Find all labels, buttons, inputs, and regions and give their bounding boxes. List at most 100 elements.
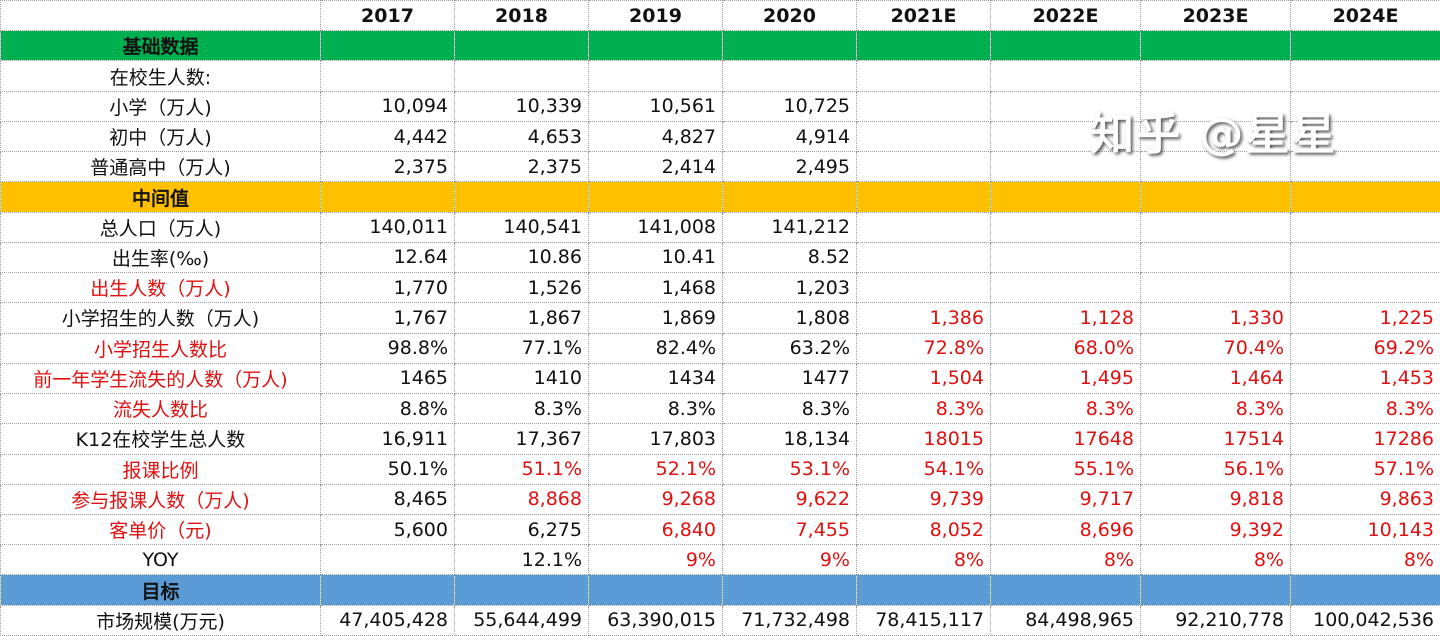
data-cell[interactable] [588,30,723,62]
data-cell[interactable]: 1,468 [588,272,723,304]
data-cell[interactable] [990,90,1141,122]
row-label[interactable]: 小学招生的人数（万人) [0,302,321,334]
data-cell[interactable] [1290,574,1440,606]
data-cell[interactable]: 1410 [454,362,589,395]
data-cell[interactable] [990,211,1141,243]
column-header[interactable]: 2020 [722,0,857,32]
data-cell[interactable] [320,30,455,62]
data-cell[interactable] [722,30,857,62]
data-cell[interactable] [1290,211,1440,243]
data-cell[interactable]: 17,803 [588,423,723,455]
data-cell[interactable]: 70.4% [1140,332,1291,364]
data-cell[interactable] [1290,181,1440,213]
data-cell[interactable]: 8.3% [990,393,1141,425]
data-cell[interactable]: 4,827 [588,120,723,153]
data-cell[interactable]: 2,495 [722,151,857,183]
column-header[interactable]: 2021E [856,0,991,32]
row-label[interactable]: 前一年学生流失的人数（万人) [0,362,321,395]
data-cell[interactable]: 8% [1290,544,1440,576]
data-cell[interactable] [1140,241,1291,274]
data-cell[interactable] [1290,151,1440,183]
data-cell[interactable] [320,181,455,213]
data-cell[interactable]: 1,526 [454,272,589,304]
data-cell[interactable]: 100,042,536 [1290,604,1440,636]
data-cell[interactable]: 17,367 [454,423,589,455]
data-cell[interactable] [990,60,1141,92]
data-cell[interactable]: 141,008 [588,211,723,243]
data-cell[interactable] [856,90,991,122]
data-cell[interactable]: 1,770 [320,272,455,304]
data-cell[interactable]: 8.8% [320,393,455,425]
data-cell[interactable] [722,574,857,606]
data-cell[interactable]: 7,455 [722,513,857,546]
data-cell[interactable] [856,272,991,304]
data-cell[interactable]: 12.64 [320,241,455,274]
data-cell[interactable]: 8.3% [588,393,723,425]
data-cell[interactable]: 2,375 [454,151,589,183]
row-label[interactable]: 报课比例 [0,453,321,485]
corner-cell[interactable] [0,0,321,32]
data-cell[interactable] [990,151,1141,183]
data-cell[interactable] [856,181,991,213]
row-label[interactable]: 客单价（元) [0,513,321,546]
row-label[interactable]: 流失人数比 [0,393,321,425]
data-cell[interactable]: 57.1% [1290,453,1440,485]
data-cell[interactable]: 8,465 [320,483,455,515]
data-cell[interactable]: 71,732,498 [722,604,857,636]
data-cell[interactable] [856,151,991,183]
column-header[interactable]: 2022E [990,0,1141,32]
data-cell[interactable] [1290,120,1440,153]
row-label[interactable]: 小学招生人数比 [0,332,321,364]
data-cell[interactable]: 4,653 [454,120,589,153]
data-cell[interactable] [1290,272,1440,304]
data-cell[interactable]: 9,863 [1290,483,1440,515]
data-cell[interactable]: 18,134 [722,423,857,455]
data-cell[interactable]: 8,052 [856,513,991,546]
data-cell[interactable]: 17514 [1140,423,1291,455]
data-cell[interactable]: 51.1% [454,453,589,485]
data-cell[interactable]: 1,867 [454,302,589,334]
column-header[interactable]: 2024E [1290,0,1440,32]
column-header[interactable]: 2019 [588,0,723,32]
data-cell[interactable]: 69.2% [1290,332,1440,364]
data-cell[interactable] [856,211,991,243]
data-cell[interactable]: 2,414 [588,151,723,183]
data-cell[interactable]: 56.1% [1140,453,1291,485]
data-cell[interactable]: 10,094 [320,90,455,122]
data-cell[interactable]: 10,561 [588,90,723,122]
data-cell[interactable]: 53.1% [722,453,857,485]
data-cell[interactable] [1290,90,1440,122]
data-cell[interactable]: 55.1% [990,453,1141,485]
data-cell[interactable]: 1,464 [1140,362,1291,395]
row-label[interactable]: K12在校学生总人数 [0,423,321,455]
data-cell[interactable]: 9,268 [588,483,723,515]
data-cell[interactable]: 10,143 [1290,513,1440,546]
data-cell[interactable]: 10.41 [588,241,723,274]
data-cell[interactable]: 1,386 [856,302,991,334]
data-cell[interactable]: 4,442 [320,120,455,153]
data-cell[interactable]: 18015 [856,423,991,455]
data-cell[interactable]: 1,767 [320,302,455,334]
data-cell[interactable] [454,30,589,62]
row-label[interactable]: 总人口（万人) [0,211,321,243]
data-cell[interactable]: 12.1% [454,544,589,576]
data-cell[interactable] [588,574,723,606]
data-cell[interactable]: 8% [856,544,991,576]
data-cell[interactable]: 10.86 [454,241,589,274]
data-cell[interactable]: 8.52 [722,241,857,274]
data-cell[interactable]: 8% [1140,544,1291,576]
data-cell[interactable]: 1,504 [856,362,991,395]
data-cell[interactable]: 68.0% [990,332,1141,364]
data-cell[interactable] [454,181,589,213]
data-cell[interactable] [454,574,589,606]
data-cell[interactable]: 16,911 [320,423,455,455]
data-cell[interactable]: 1,225 [1290,302,1440,334]
section-label[interactable]: 目标 [0,574,321,606]
data-cell[interactable]: 52.1% [588,453,723,485]
data-cell[interactable]: 1,869 [588,302,723,334]
data-cell[interactable]: 9,392 [1140,513,1291,546]
data-cell[interactable] [1140,574,1291,606]
data-cell[interactable]: 63,390,015 [588,604,723,636]
data-cell[interactable]: 8.3% [1290,393,1440,425]
data-cell[interactable]: 84,498,965 [990,604,1141,636]
